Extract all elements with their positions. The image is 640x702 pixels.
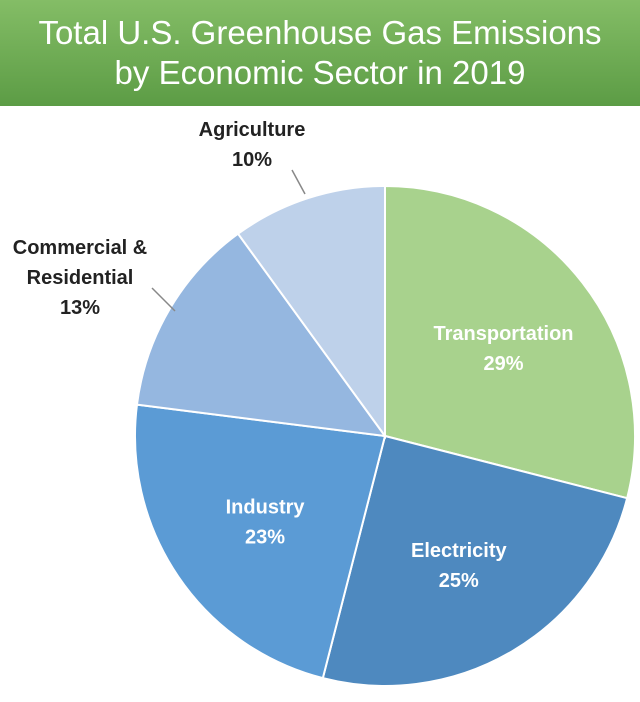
slice-value-commercial-and-residential: 13%	[60, 297, 100, 319]
slice-label-commercial-and-residential-line-2: Residential	[27, 267, 134, 289]
slice-value-agriculture: 10%	[232, 149, 272, 171]
slice-label-agriculture: Agriculture	[199, 119, 306, 141]
title-banner: Total U.S. Greenhouse Gas Emissions by E…	[0, 0, 640, 106]
slice-label-electricity: Electricity	[411, 540, 507, 562]
leader-line-commercial-and-residential	[151, 287, 176, 312]
slice-label-transportation: Transportation	[434, 323, 574, 345]
pie-slice-industry	[134, 403, 387, 680]
pie-slice-agriculture	[236, 184, 386, 440]
slice-value-industry: 23%	[245, 527, 285, 549]
chart-title-line-2: by Economic Sector in 2019	[114, 54, 526, 91]
pie-chart: Transportation 29% Electricity 25% Industry 2…	[13, 119, 636, 687]
leader-line-agriculture	[291, 169, 306, 195]
pie-slice-transportation	[384, 184, 636, 500]
slice-label-industry: Industry	[226, 497, 306, 519]
pie-slice-commercial-and-residential	[135, 232, 388, 438]
slice-value-transportation: 29%	[484, 353, 524, 375]
pie-slice-electricity	[321, 434, 629, 687]
slice-label-commercial-and-residential-line-1: Commercial &	[13, 237, 148, 259]
slice-value-electricity: 25%	[439, 570, 479, 592]
chart-title-line-1: Total U.S. Greenhouse Gas Emissions	[38, 14, 602, 51]
